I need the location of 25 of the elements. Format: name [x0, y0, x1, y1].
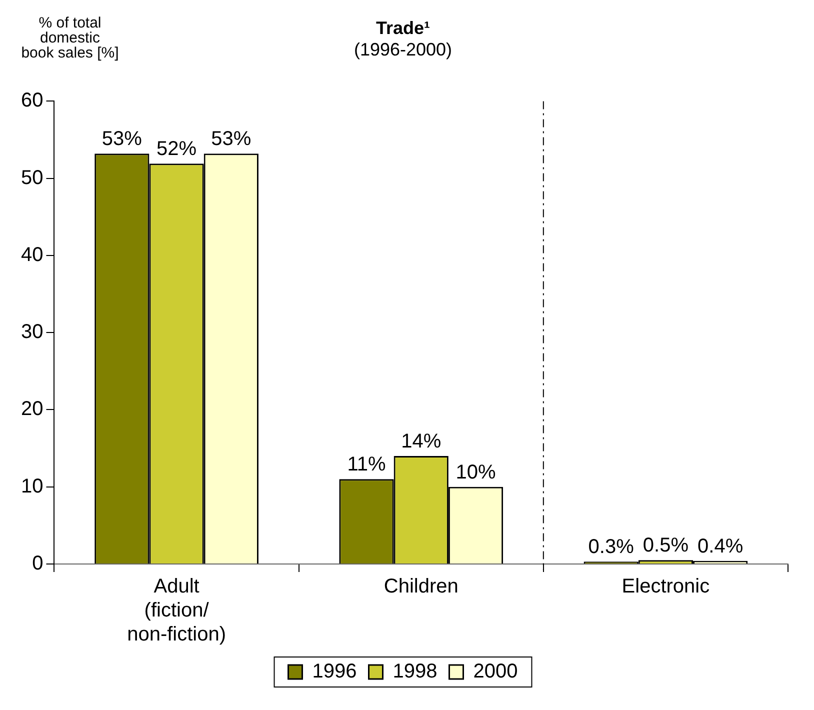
legend-label: 1998 [392, 660, 438, 683]
y-tick-label: 30 [20, 321, 44, 344]
y-tick-label: 20 [20, 398, 44, 420]
chart-title: Trade¹ [376, 18, 430, 38]
y-tick-label: 0 [32, 552, 44, 575]
data-label: 53% [102, 128, 142, 150]
data-label: 53% [211, 128, 252, 150]
y-tick-label: 10 [20, 475, 44, 498]
y-tick-label: 60 [20, 90, 44, 112]
y-tick-label: 50 [20, 166, 44, 189]
data-label: 0.3% [588, 536, 634, 558]
legend-label: 1996 [312, 660, 357, 683]
data-label: 11% [347, 454, 386, 476]
data-label: 14% [401, 430, 442, 453]
x-tick-label: Electronic [622, 576, 710, 598]
y-tick-label: 40 [20, 244, 44, 266]
data-label: 0.4% [698, 535, 744, 558]
data-label: 52% [156, 138, 197, 160]
x-tick-label: Adult (fiction/ non-fiction) [127, 576, 226, 646]
data-label: 0.5% [642, 534, 689, 557]
x-tick-label: Children [384, 576, 458, 598]
legend-label: 2000 [473, 660, 518, 683]
chart-subtitle: (1996-2000) [354, 39, 452, 60]
data-label: 10% [456, 461, 496, 484]
y-axis-title: % of total domestic book sales [%] [21, 14, 119, 62]
